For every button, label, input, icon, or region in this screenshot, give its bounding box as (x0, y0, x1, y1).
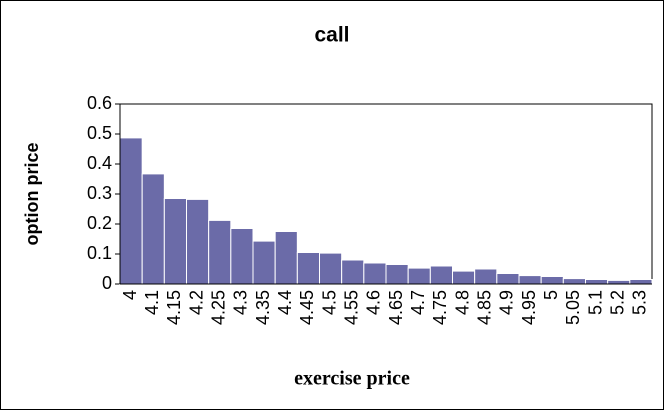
x-axis-title: exercise price (294, 368, 410, 390)
y-axis-title: option price (22, 143, 42, 246)
x-tick-label: 4.4 (275, 290, 295, 315)
bar (252, 240, 276, 285)
x-tick-label: 4.65 (386, 290, 406, 325)
y-tick-label: 0.4 (87, 153, 112, 173)
x-tick-label: 5.1 (585, 290, 605, 315)
x-tick-label: 4.25 (209, 290, 229, 325)
y-tick-label: 0 (102, 273, 112, 293)
bar (429, 265, 454, 285)
y-tick-label: 0.1 (87, 243, 112, 263)
bar (186, 198, 210, 285)
x-tick-label: 5.3 (630, 290, 650, 315)
bar (385, 264, 409, 285)
bar (629, 279, 653, 285)
bar (208, 219, 232, 285)
bar (141, 173, 165, 285)
bar (452, 270, 476, 285)
y-tick-label: 0.2 (87, 213, 112, 233)
x-tick-label: 4.7 (408, 290, 428, 315)
x-tick-label: 4.45 (297, 290, 317, 325)
y-tick-label: 0.6 (87, 93, 112, 113)
bar (540, 276, 564, 285)
bar (474, 268, 498, 285)
x-tick-label: 4.85 (475, 290, 495, 325)
bar (230, 228, 254, 285)
chart-title: call (314, 24, 349, 47)
bar (341, 259, 365, 285)
x-tick-label: 4.1 (142, 290, 162, 315)
x-tick-label: 4.95 (519, 290, 539, 325)
bar (119, 137, 143, 285)
bar (163, 198, 187, 285)
bar (407, 267, 431, 285)
bar (496, 273, 520, 285)
bar (319, 252, 343, 285)
bar (562, 278, 586, 285)
x-tick-label: 4.8 (452, 290, 472, 315)
y-tick-label: 0.3 (87, 183, 112, 203)
x-tick-label: 5.05 (563, 290, 583, 325)
x-tick-label: 4.55 (342, 290, 362, 325)
x-tick-label: 4.5 (319, 290, 339, 315)
bar (274, 231, 298, 285)
x-tick-label: 5 (541, 290, 561, 300)
y-tick-label: 0.5 (87, 123, 112, 143)
x-tick-label: 4.35 (253, 290, 273, 325)
bar (296, 252, 321, 285)
x-tick-label: 4.3 (231, 290, 251, 315)
x-tick-label: 5.2 (608, 290, 628, 315)
x-tick-label: 4.2 (186, 290, 206, 315)
x-tick-label: 4.9 (497, 290, 517, 315)
bar (363, 262, 387, 285)
x-tick-label: 4.75 (430, 290, 450, 325)
bar (607, 279, 631, 285)
x-tick-label: 4.6 (364, 290, 384, 315)
bar (518, 275, 542, 285)
bar (585, 279, 609, 285)
x-tick-label: 4.15 (164, 290, 184, 325)
x-tick-label: 4 (120, 290, 140, 300)
